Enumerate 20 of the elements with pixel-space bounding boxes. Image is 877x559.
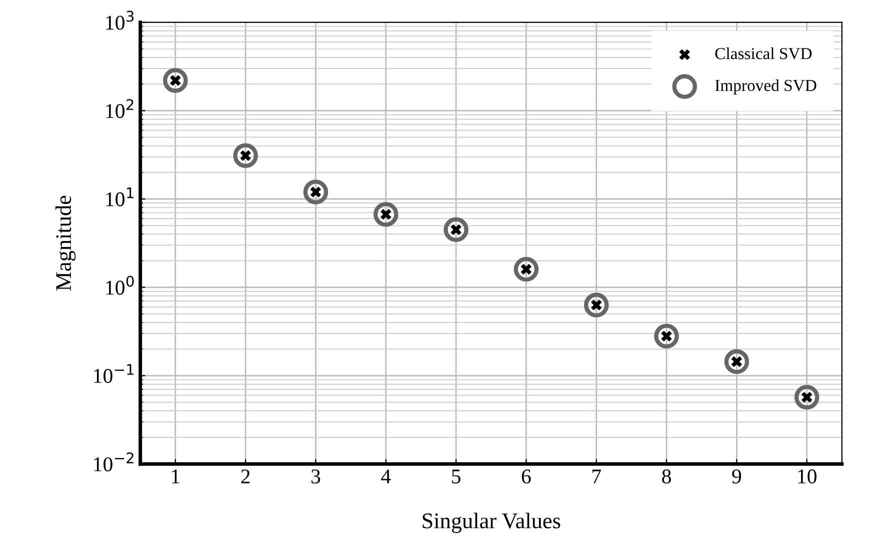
x-tick-label: 4 [381, 470, 391, 484]
x-tick-label: 6 [522, 469, 531, 484]
x-tick-label: 9 [732, 469, 742, 484]
x-tick-label: 10 [798, 469, 816, 484]
x-tick-label: 8 [662, 469, 671, 484]
y-tick-label: 10$^{1}$ [106, 188, 134, 206]
x-tick-label: 5 [452, 470, 460, 484]
x-tick-label: 7 [592, 470, 601, 484]
x-tick-label: 2 [241, 469, 250, 484]
y-tick-label: 10$^{−1}$ [94, 364, 134, 383]
legend-label: Improved SVD [715, 79, 816, 94]
y-tick-label: 10$^{3}$ [106, 10, 134, 30]
y-tick-label: 10$^{−2}$ [94, 452, 134, 472]
legend-label: Classical SVD [715, 47, 812, 60]
y-tick-label: 10$^{0}$ [106, 276, 134, 295]
x-tick-label: 3 [312, 469, 320, 484]
x-axis-title: Singular Values [422, 512, 560, 533]
y-axis-title: Magnitude [55, 196, 76, 291]
x-tick-label: 1 [172, 470, 180, 484]
y-tick-label: 10$^{2}$ [106, 99, 134, 118]
